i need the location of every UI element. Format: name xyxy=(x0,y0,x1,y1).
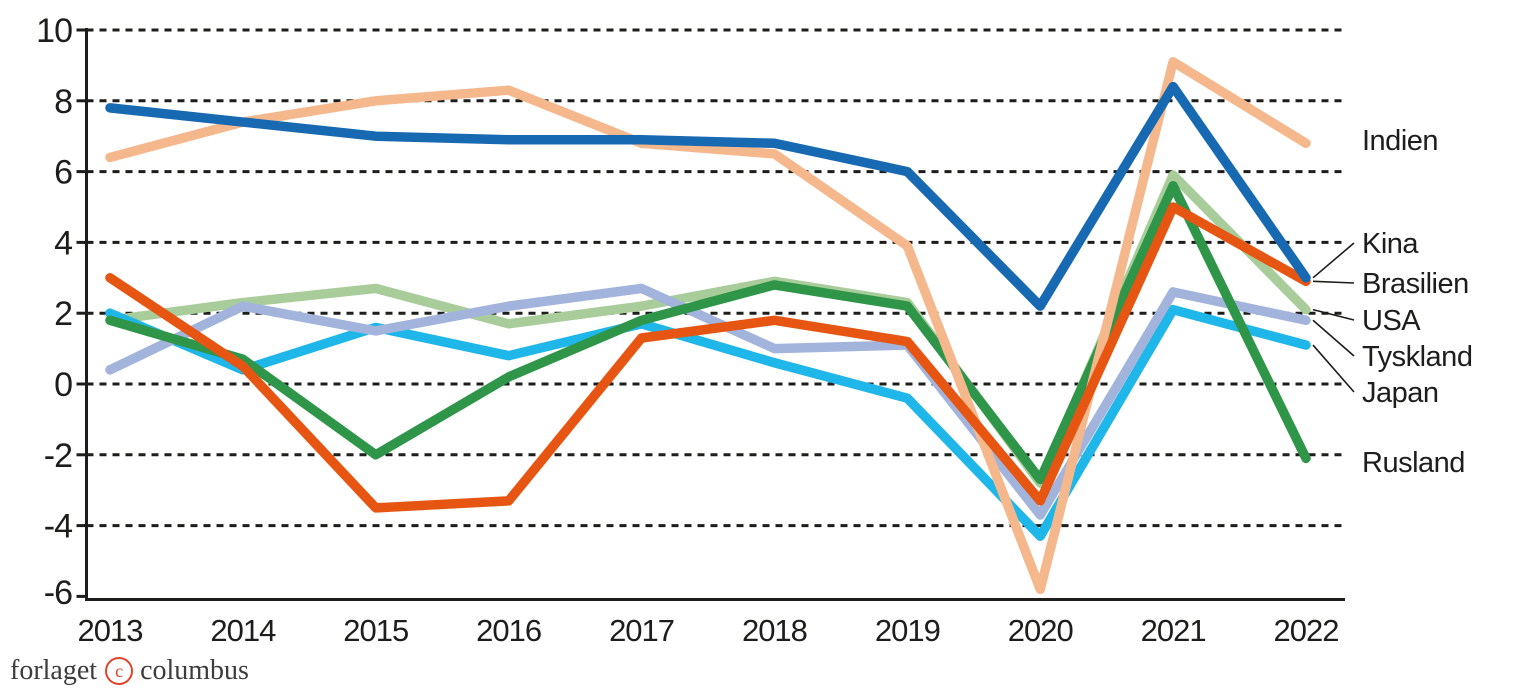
series-line-Brasilien xyxy=(105,202,1311,513)
x-tick-label: 2021 xyxy=(1141,613,1206,648)
y-tick-label: 4 xyxy=(54,224,72,262)
leader-line-Tyskland xyxy=(1312,319,1355,357)
y-tick-label: 6 xyxy=(54,154,72,192)
series-line-Indien xyxy=(105,57,1311,595)
x-tick-label: 2017 xyxy=(609,613,674,648)
y-tick-label: 0 xyxy=(54,366,72,404)
publisher-logo: forlaget c columbus xyxy=(10,653,249,689)
series-label-Kina: Kina xyxy=(1362,228,1419,260)
series-label-Tyskland: Tyskland xyxy=(1362,341,1472,373)
series-line-Tyskland xyxy=(105,283,1311,520)
series-label-Brasilien: Brasilien xyxy=(1362,268,1469,300)
x-tick-label: 2013 xyxy=(78,613,143,648)
x-tick-label: 2018 xyxy=(742,613,807,648)
series-line-Japan xyxy=(105,304,1311,541)
series-label-Rusland: Rusland xyxy=(1362,447,1465,479)
y-tick-label: 10 xyxy=(36,12,72,50)
x-tick-label: 2020 xyxy=(1008,613,1074,648)
series-label-Indien: Indien xyxy=(1362,125,1438,157)
series-label-Japan: Japan xyxy=(1362,377,1439,409)
x-tick-label: 2016 xyxy=(476,613,541,648)
logo-text-left: forlaget xyxy=(10,655,98,686)
y-tick-label: -2 xyxy=(44,437,72,475)
leader-line-Japan xyxy=(1312,344,1355,393)
leader-line-Brasilien xyxy=(1312,280,1355,284)
x-tick-label: 2015 xyxy=(343,613,408,648)
x-tick-label: 2014 xyxy=(210,613,276,648)
logo-text-right: columbus xyxy=(140,655,249,686)
x-tick-label: 2019 xyxy=(875,613,940,648)
y-tick-label: -6 xyxy=(44,574,72,612)
y-tick-label: -4 xyxy=(44,508,72,546)
leader-line-USA xyxy=(1312,308,1355,321)
series-label-USA: USA xyxy=(1362,305,1421,337)
series-line-Kina xyxy=(105,81,1311,311)
y-tick-label: 2 xyxy=(54,295,72,333)
leader-line-Kina xyxy=(1312,242,1355,279)
copyright-circle-icon: c xyxy=(105,657,134,685)
x-tick-label: 2022 xyxy=(1274,613,1339,648)
y-tick-label: 8 xyxy=(54,83,72,121)
